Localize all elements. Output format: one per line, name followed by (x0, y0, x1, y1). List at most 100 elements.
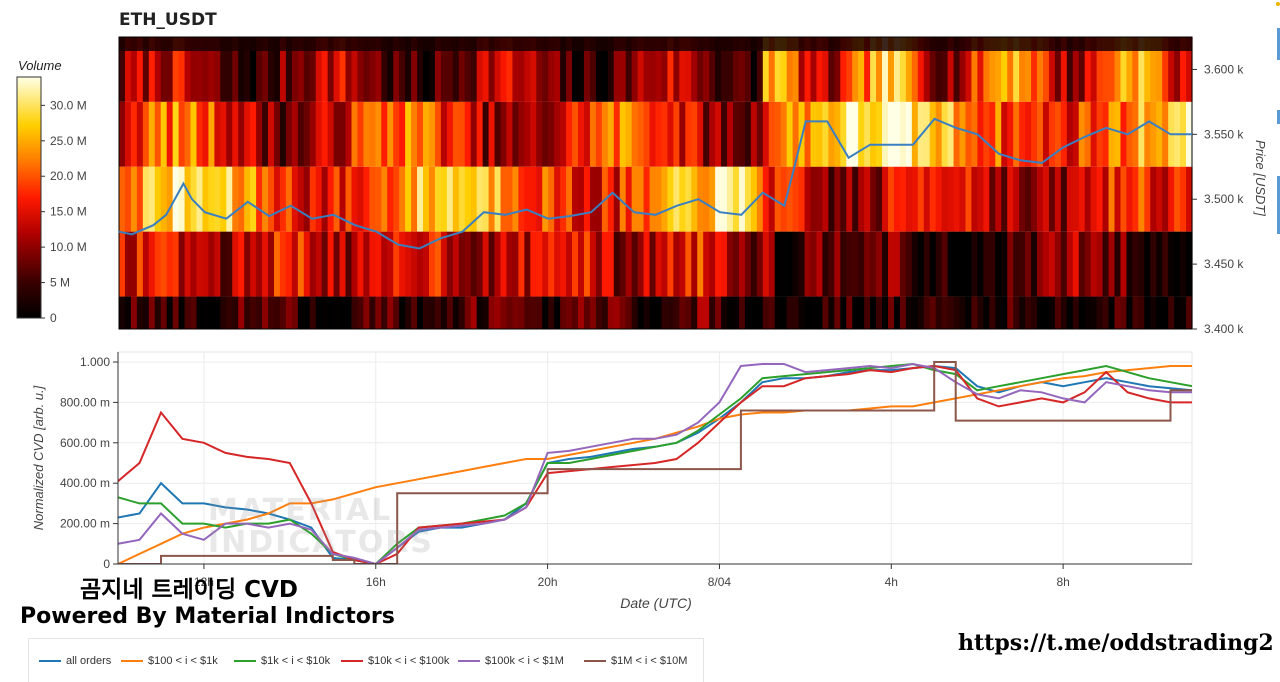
heatmap-cell (977, 101, 984, 167)
heatmap-cell (583, 101, 591, 167)
heatmap-cell (560, 231, 567, 297)
heatmap-cell (273, 166, 281, 232)
heatmap-cell (1019, 37, 1026, 102)
heatmap-cell (655, 37, 663, 102)
heatmap-cell (1060, 37, 1068, 102)
heatmap-cell (858, 37, 865, 102)
heatmap-cell (911, 101, 919, 167)
heatmap-cell (1001, 296, 1008, 329)
x-tick-label: 20h (538, 575, 558, 589)
heatmap-cell (1072, 166, 1080, 232)
heatmap-cell (411, 166, 418, 232)
heatmap-cell (762, 166, 770, 232)
heatmap-cell (822, 166, 829, 232)
heatmap-cell (536, 166, 543, 232)
legend-item[interactable]: $100 < i < $1k (121, 655, 218, 667)
heatmap-cell (1007, 231, 1014, 297)
heatmap-cell (488, 166, 496, 232)
heatmap-cell (798, 296, 806, 329)
heatmap-cell (929, 296, 937, 329)
heatmap-cell (649, 101, 657, 167)
heatmap-cell (238, 231, 245, 297)
cvd-tick-label: 200.00 m (60, 517, 110, 531)
heatmap-cell (882, 166, 889, 232)
heatmap-cell (190, 37, 198, 102)
heatmap-cell (595, 101, 603, 167)
heatmap-cell (536, 231, 543, 297)
heatmap-cell (124, 166, 132, 232)
heatmap-cell (732, 166, 740, 232)
heatmap-cell (727, 101, 734, 167)
heatmap-cell (196, 166, 204, 232)
price-tick-label: 3.450 k (1204, 257, 1244, 271)
heatmap-cell (887, 37, 895, 102)
heatmap-cell (768, 296, 776, 329)
watermark-line-2: INDICATORS (208, 525, 434, 560)
legend-item[interactable]: $100k < i < $1M (458, 655, 564, 667)
legend-item[interactable]: $1M < i < $10M (584, 655, 687, 667)
heatmap-cell (1078, 231, 1086, 297)
heatmap-cell (685, 37, 692, 102)
heatmap-cell (238, 296, 245, 329)
heatmap-cell (977, 231, 984, 297)
heatmap-cell (1132, 101, 1139, 167)
heatmap-cell (285, 37, 293, 102)
heatmap-cell (268, 166, 275, 232)
heatmap-cell (649, 37, 657, 102)
heatmap-cell (142, 37, 150, 102)
heatmap-cell (411, 296, 418, 329)
heatmap-cell (476, 37, 484, 102)
heatmap-cell (220, 37, 227, 102)
price-tick-label: 3.500 k (1204, 192, 1244, 206)
legend-swatch (341, 660, 363, 663)
legend-item[interactable]: $1k < i < $10k (234, 655, 330, 667)
heatmap-cell (1138, 231, 1145, 297)
heatmap-cell (214, 296, 221, 329)
heatmap-cell (1162, 101, 1169, 167)
heatmap-cell (273, 101, 281, 167)
heatmap-cell (130, 37, 138, 102)
heatmap-cell (1138, 166, 1145, 232)
toolbar-marker-2 (1277, 110, 1280, 124)
heatmap-cell (715, 231, 722, 297)
heatmap-cell (160, 296, 168, 329)
heatmap-cell (911, 231, 919, 297)
heatmap-cell (786, 231, 794, 297)
heatmap-cell (536, 101, 543, 167)
heatmap-cell (1162, 296, 1169, 329)
heatmap-cell (1090, 37, 1098, 102)
heatmap-cell (1007, 101, 1014, 167)
heatmap-cell (834, 101, 841, 167)
heatmap-cell (762, 231, 770, 297)
heatmap-cell (1126, 37, 1133, 102)
heatmap-cell (256, 166, 263, 232)
heatmap-cell (846, 231, 853, 297)
heatmap-cell (399, 101, 406, 167)
colorbar-tick-label: 20.0 M (50, 169, 87, 183)
heatmap-cell (1114, 231, 1122, 297)
heatmap-cell (339, 166, 347, 232)
heatmap-cell (393, 296, 400, 329)
legend-item[interactable]: all orders (39, 655, 111, 667)
heatmap-cell (256, 37, 263, 102)
heatmap-cell (893, 296, 901, 329)
heatmap-cell (250, 37, 257, 102)
heatmap-cell (560, 166, 567, 232)
heatmap-cell (1108, 101, 1116, 167)
cvd-y-axis: 1.000 800.00 m 600.00 m 400.00 m 200.00 m 0 (60, 352, 119, 571)
heatmap-cell (774, 231, 782, 297)
heatmap-cell (166, 101, 174, 167)
legend-label: $10k < i < $100k (368, 655, 450, 667)
heatmap-cell (148, 231, 156, 297)
heatmap-cell (285, 166, 293, 232)
heatmap-cell (1019, 231, 1026, 297)
heatmap-cell (971, 231, 978, 297)
heatmap-cell (1042, 296, 1050, 329)
heatmap-cell (393, 231, 400, 297)
telegram-link[interactable]: https://t.me/oddstrading2 (958, 630, 1274, 656)
heatmap-cell (1186, 166, 1193, 232)
heatmap-cell (381, 101, 388, 167)
heatmap-cell (560, 37, 567, 102)
legend-item[interactable]: $10k < i < $100k (341, 655, 449, 667)
heatmap-cell (965, 101, 973, 167)
